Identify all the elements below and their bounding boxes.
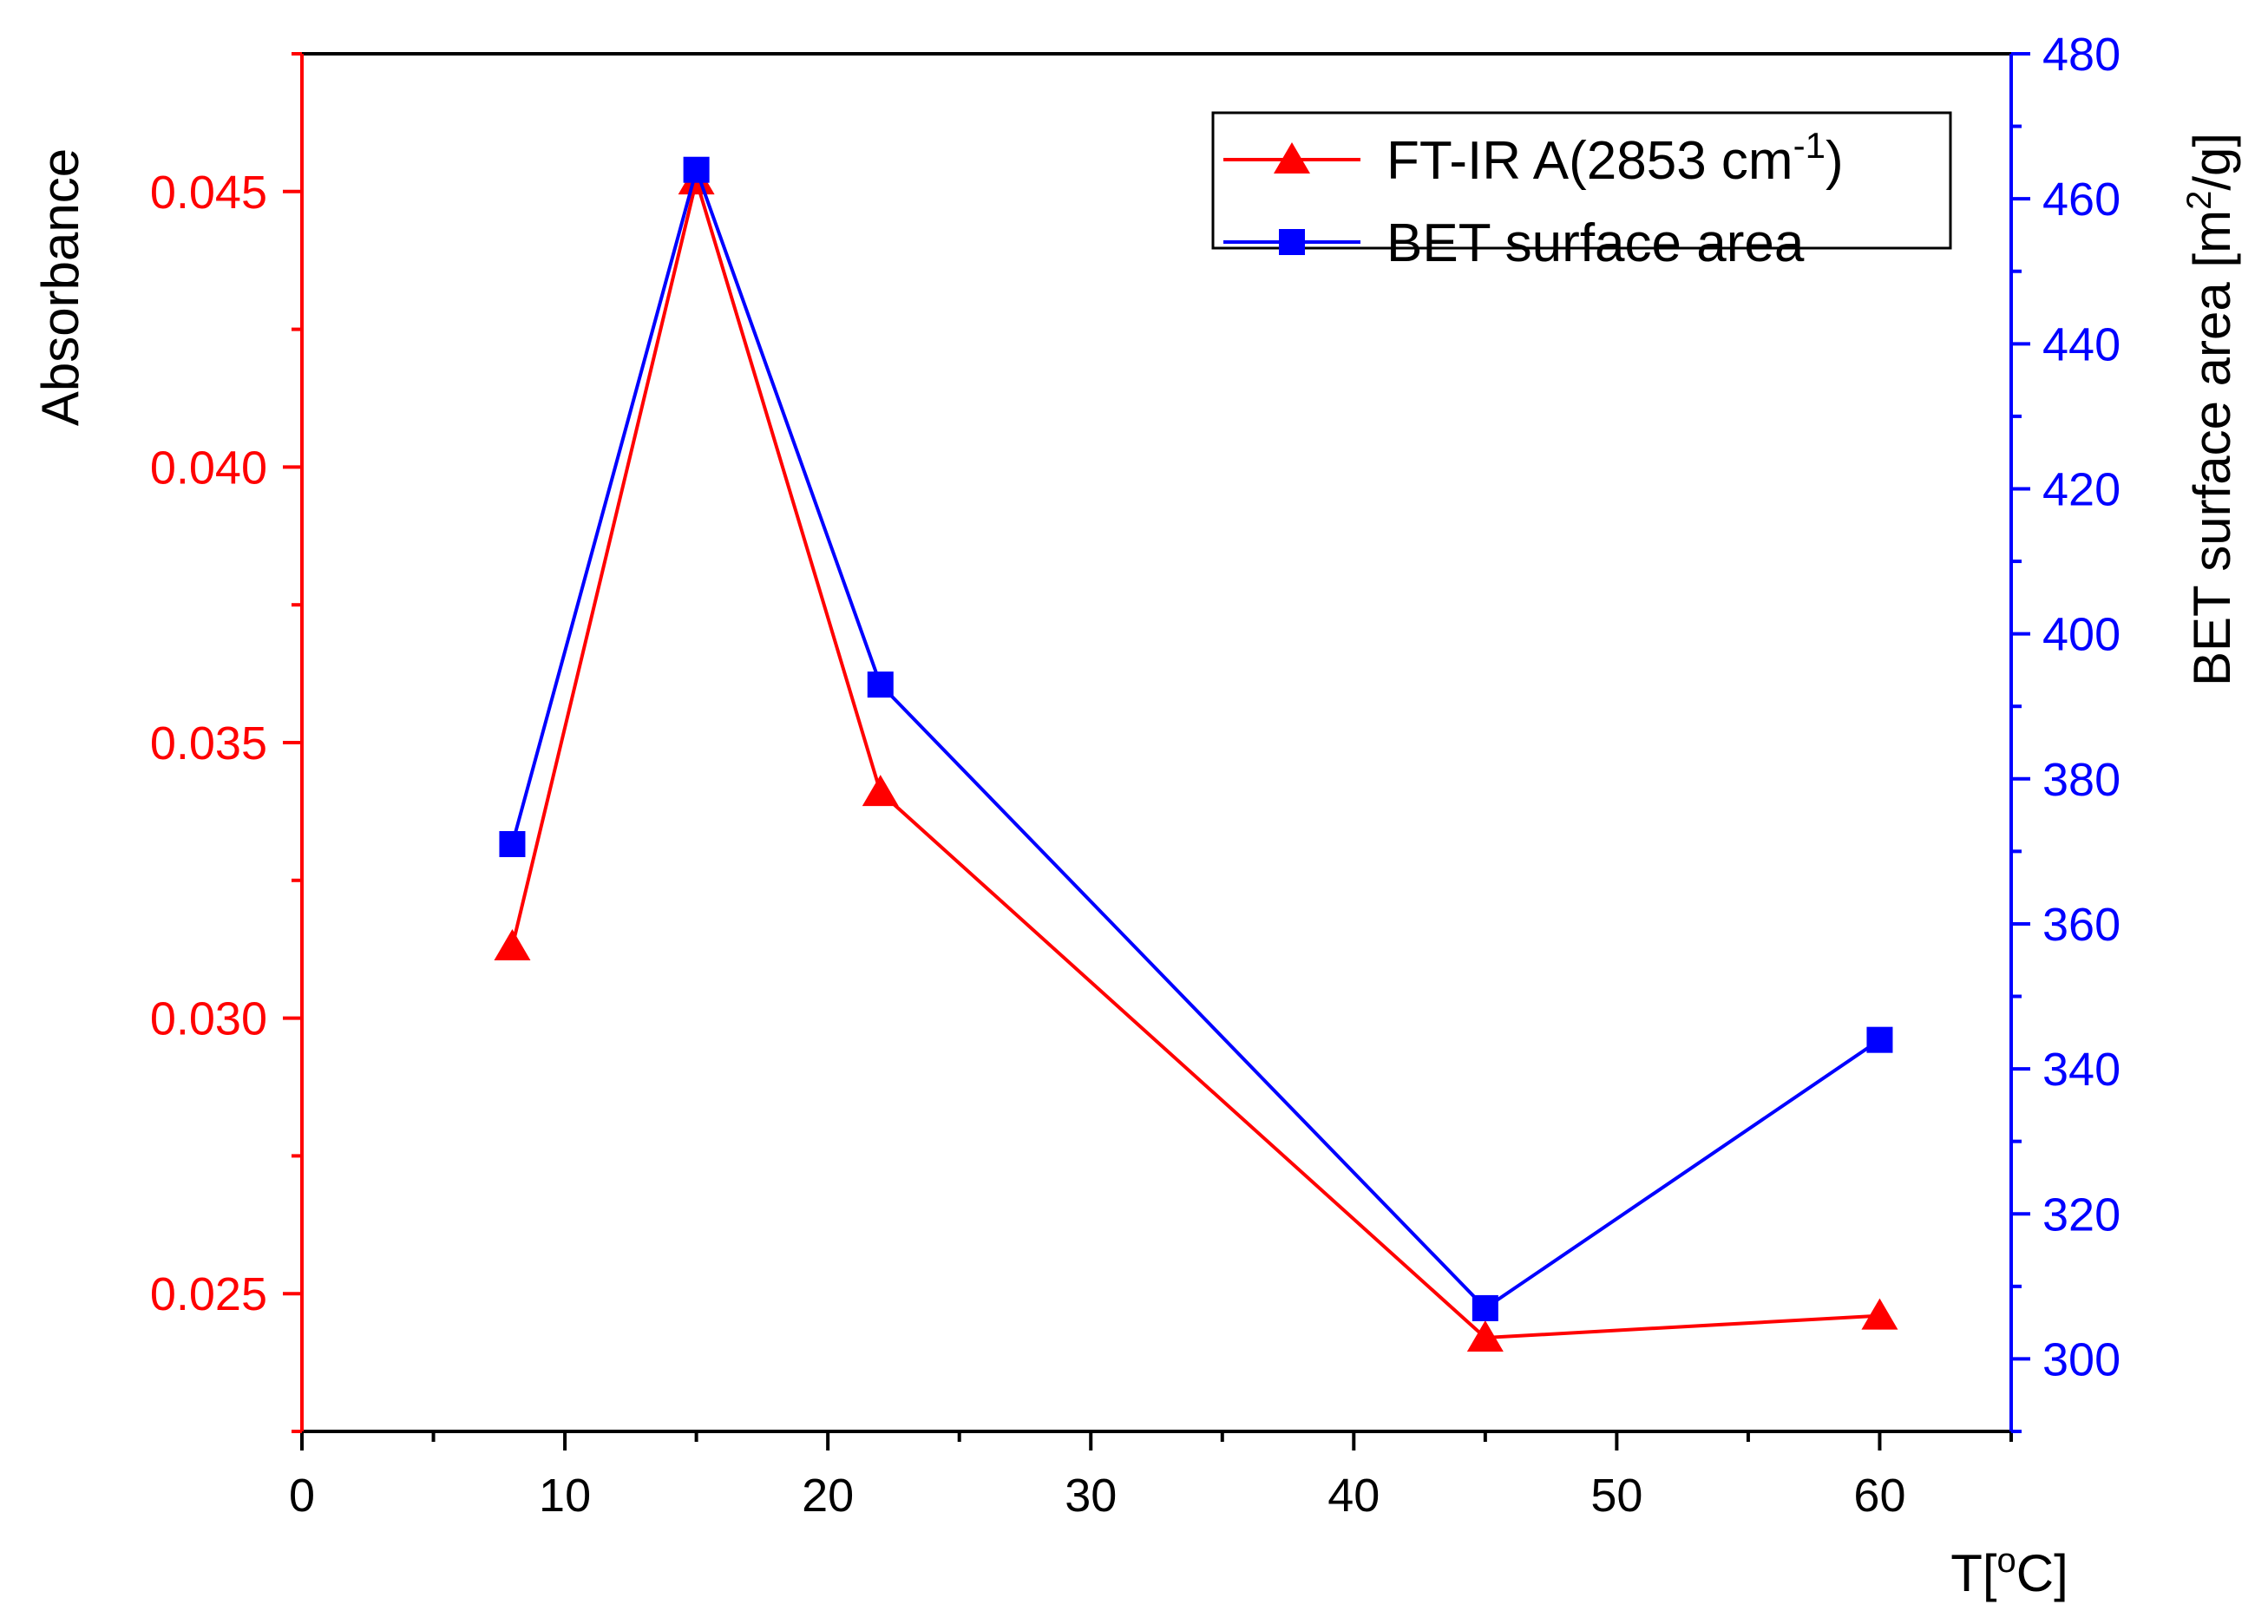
right-y-tick-label: 360 [2042, 899, 2121, 951]
right-y-tick-label: 480 [2042, 29, 2121, 81]
x-tick-label: 20 [802, 1470, 854, 1522]
right-y-tick-label: 320 [2042, 1189, 2121, 1241]
data-point [862, 775, 899, 807]
legend: FT-IR A(2853 cm-1) BET surface area [1211, 111, 1952, 273]
left-y-tick-label: 0.045 [150, 167, 267, 219]
legend-label: FT-IR A(2853 cm-1) [1386, 125, 1844, 191]
axes-group: 0 10 20 30 40 50 60 0.025 0.030 0.035 0.040 0.045 30… [31, 29, 2241, 1602]
legend-marker [1274, 142, 1310, 174]
right-y-tick-label: 400 [2042, 609, 2121, 661]
data-point [499, 831, 526, 858]
data-point [1466, 1320, 1504, 1352]
left-y-tick-label: 0.030 [150, 993, 267, 1045]
data-point [867, 671, 894, 698]
left-y-axis-title: Absorbance [31, 148, 89, 426]
x-tick-label: 60 [1853, 1470, 1905, 1522]
right-y-tick-label: 340 [2042, 1044, 2121, 1096]
x-tick-label: 0 [289, 1470, 315, 1522]
series-2 [499, 156, 1893, 1321]
right-y-tick-label: 380 [2042, 754, 2121, 806]
right-y-tick-label: 460 [2042, 174, 2121, 226]
right-y-tick-label: 420 [2042, 463, 2121, 515]
x-tick-label: 40 [1327, 1470, 1380, 1522]
x-tick-label: 50 [1590, 1470, 1642, 1522]
legend-marker [1279, 229, 1305, 255]
data-point [1472, 1294, 1498, 1321]
data-point [683, 156, 710, 183]
data-point [494, 929, 531, 961]
x-tick-label: 30 [1065, 1470, 1117, 1522]
left-y-tick-label: 0.025 [150, 1268, 267, 1320]
x-tick-label: 10 [539, 1470, 591, 1522]
series-group [494, 156, 1898, 1352]
legend-box [1211, 111, 1952, 250]
data-point [1861, 1298, 1898, 1330]
right-y-axis-title: BET surface area [m2/g] [2180, 133, 2241, 686]
left-y-tick-label: 0.040 [150, 442, 267, 494]
right-y-tick-label: 300 [2042, 1333, 2121, 1385]
right-y-tick-label: 440 [2042, 318, 2121, 370]
legend-label: BET surface area [1386, 213, 1805, 273]
x-axis-title: T[oC] [1950, 1542, 2068, 1602]
left-y-tick-label: 0.035 [150, 717, 267, 769]
data-point [1866, 1026, 1893, 1053]
